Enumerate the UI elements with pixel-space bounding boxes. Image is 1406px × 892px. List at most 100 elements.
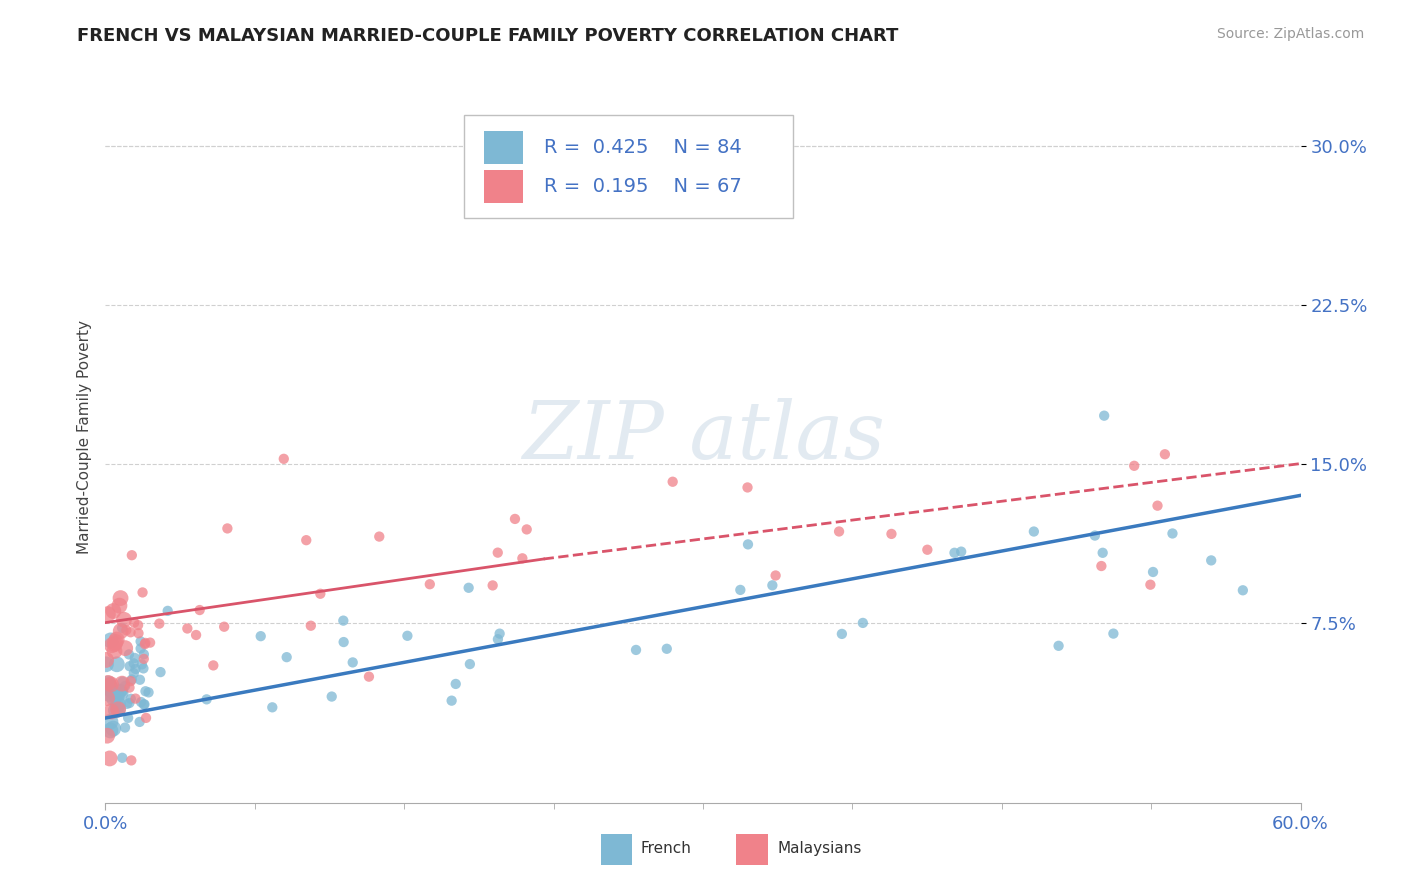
Point (488, 626, 510, 640)
Point (134, 698, 156, 712)
FancyBboxPatch shape (464, 115, 793, 218)
Point (1154, 447, 1177, 461)
Point (128, 714, 150, 729)
Point (516, 523, 538, 537)
Point (124, 662, 146, 676)
Point (217, 521, 239, 535)
Point (481, 578, 503, 592)
Point (124, 651, 146, 665)
Point (458, 657, 481, 671)
Point (131, 585, 153, 599)
Point (107, 701, 129, 715)
Point (98, 678, 121, 692)
Point (103, 644, 125, 658)
Point (118, 681, 141, 695)
Point (107, 684, 129, 698)
Point (737, 537, 759, 551)
Point (1232, 583, 1254, 598)
Point (1091, 546, 1114, 560)
Text: R =  0.425    N = 84: R = 0.425 N = 84 (544, 138, 742, 157)
Point (114, 641, 136, 656)
Point (120, 674, 142, 689)
Text: ZIP atlas: ZIP atlas (522, 399, 884, 475)
Point (132, 698, 155, 712)
Point (121, 673, 143, 687)
Point (103, 604, 125, 618)
Point (332, 635, 354, 649)
Point (112, 613, 135, 627)
Point (104, 703, 127, 717)
Point (249, 629, 271, 643)
Point (332, 614, 354, 628)
Point (1199, 553, 1222, 567)
Point (120, 753, 142, 767)
Point (134, 684, 156, 698)
Point (129, 695, 152, 709)
Point (115, 697, 138, 711)
Point (100, 677, 122, 691)
Point (765, 568, 787, 582)
Point (503, 512, 526, 526)
Point (111, 751, 134, 765)
Point (730, 582, 752, 597)
FancyBboxPatch shape (737, 834, 768, 865)
Point (184, 628, 207, 642)
Point (1022, 524, 1045, 539)
Point (100, 683, 122, 698)
Point (117, 711, 139, 725)
Point (96, 729, 118, 743)
Point (139, 635, 162, 649)
Point (97, 676, 120, 690)
Point (950, 544, 973, 558)
Point (98, 680, 121, 694)
Point (309, 587, 332, 601)
Point (737, 480, 759, 494)
Point (103, 691, 125, 706)
Point (138, 685, 160, 699)
Point (132, 661, 155, 675)
Point (1047, 639, 1070, 653)
Point (114, 679, 136, 693)
Point (107, 698, 129, 712)
Point (299, 618, 322, 632)
Point (100, 633, 122, 648)
Point (132, 647, 155, 661)
Point (624, 643, 647, 657)
Point (98, 751, 121, 765)
Point (1139, 577, 1161, 591)
Point (98, 723, 121, 738)
Point (132, 652, 155, 666)
Point (97, 676, 120, 690)
Point (1102, 626, 1125, 640)
FancyBboxPatch shape (484, 131, 523, 164)
Point (419, 577, 441, 591)
Point (828, 524, 851, 539)
Point (512, 551, 534, 566)
Point (100, 705, 122, 719)
Point (98, 687, 121, 701)
Point (202, 658, 225, 673)
Point (276, 650, 298, 665)
Point (105, 657, 128, 672)
FancyBboxPatch shape (484, 170, 523, 203)
Point (134, 637, 156, 651)
Point (111, 676, 134, 690)
Point (111, 684, 134, 698)
Point (120, 625, 142, 640)
Point (97, 607, 120, 621)
Point (761, 578, 783, 592)
Point (100, 714, 122, 729)
Point (129, 641, 152, 656)
Point (188, 603, 211, 617)
Point (134, 636, 156, 650)
Point (122, 657, 145, 671)
Point (486, 546, 509, 560)
Text: Source: ZipAtlas.com: Source: ZipAtlas.com (1216, 27, 1364, 41)
Point (129, 673, 152, 687)
Point (135, 711, 157, 725)
Point (121, 548, 143, 562)
Point (96, 653, 118, 667)
Point (1146, 499, 1168, 513)
Point (880, 527, 903, 541)
Point (195, 692, 218, 706)
